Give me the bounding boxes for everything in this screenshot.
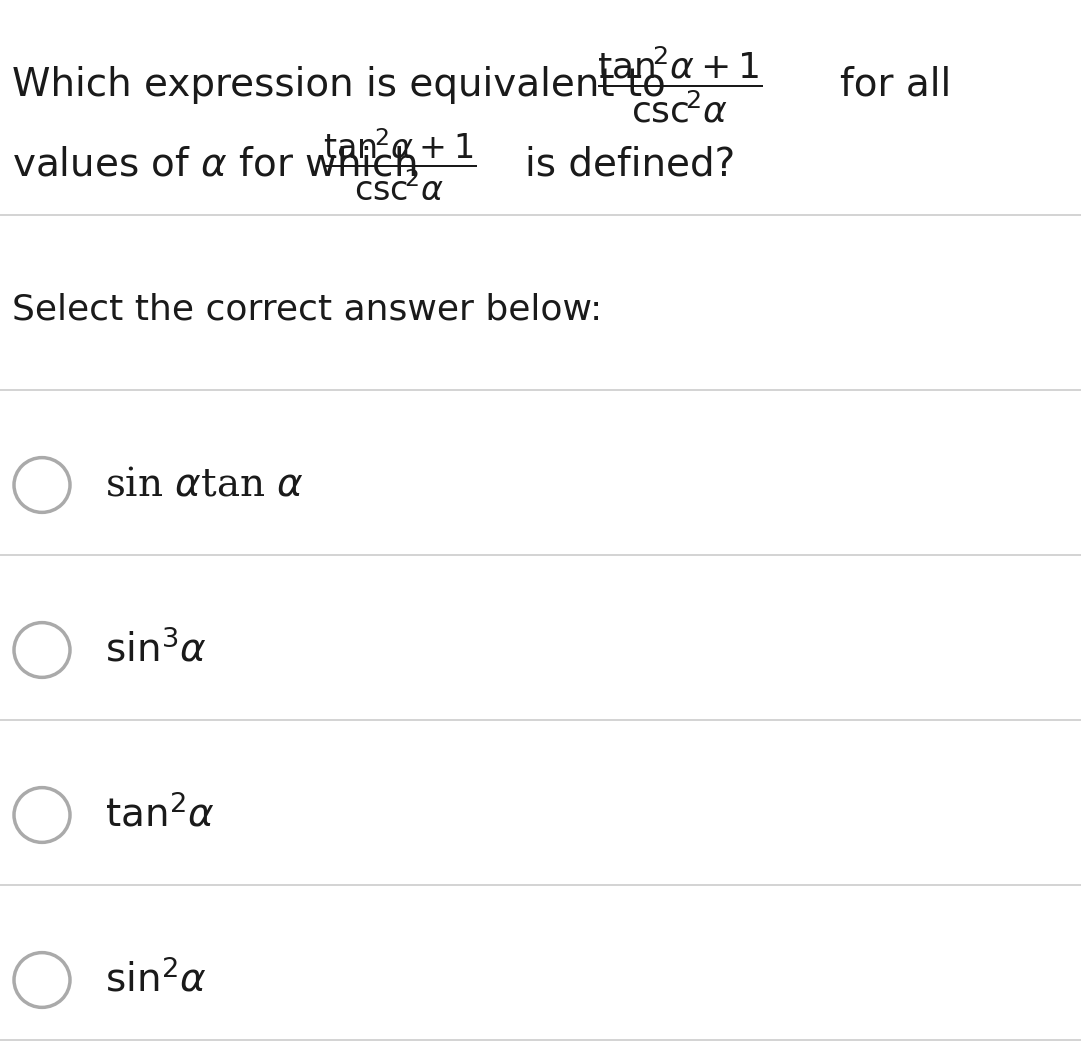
- Text: sin $\alpha$tan $\alpha$: sin $\alpha$tan $\alpha$: [105, 466, 304, 503]
- Text: $\sin^2\!\alpha$: $\sin^2\!\alpha$: [105, 960, 206, 1000]
- Text: Which expression is equivalent to: Which expression is equivalent to: [12, 66, 666, 104]
- Text: $\sin^3\!\alpha$: $\sin^3\!\alpha$: [105, 630, 206, 670]
- Text: for all: for all: [840, 66, 951, 104]
- Text: $\dfrac{\tan^{\!2}\!\alpha+1}{\csc^{\!2}\!\alpha}$: $\dfrac{\tan^{\!2}\!\alpha+1}{\csc^{\!2}…: [597, 44, 763, 126]
- Text: values of $\alpha$ for which: values of $\alpha$ for which: [12, 146, 416, 184]
- Text: $\tan^2\!\alpha$: $\tan^2\!\alpha$: [105, 795, 214, 835]
- Text: $\dfrac{\tan^{\!2}\!\alpha+1}{\csc^{\!2}\!\alpha}$: $\dfrac{\tan^{\!2}\!\alpha+1}{\csc^{\!2}…: [323, 127, 477, 203]
- Text: is defined?: is defined?: [525, 146, 735, 184]
- Text: Select the correct answer below:: Select the correct answer below:: [12, 293, 602, 327]
